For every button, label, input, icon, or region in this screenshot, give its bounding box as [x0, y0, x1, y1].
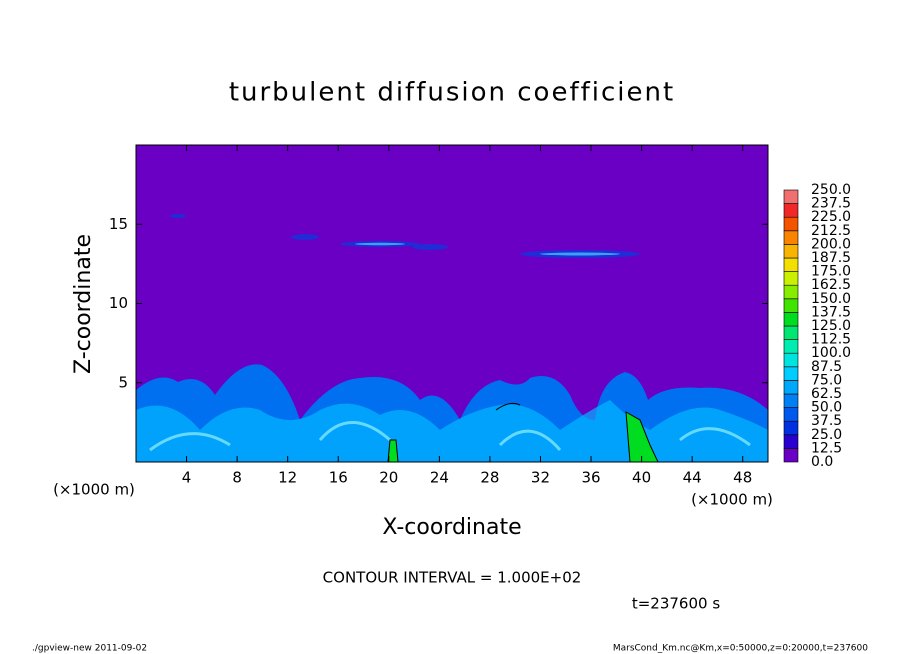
- colorbar-band: [783, 325, 799, 340]
- colorbar-band: [783, 244, 799, 259]
- colorbar-label: 75.0: [811, 372, 842, 388]
- field: [136, 145, 768, 462]
- colorbar-label: 37.5: [811, 413, 842, 429]
- x-tick-label: 32: [531, 469, 550, 487]
- colorbar-label: 237.5: [811, 196, 851, 212]
- colorbar-band: [783, 284, 799, 300]
- colorbar-label: 62.5: [811, 386, 842, 402]
- x-tick-label: 12: [278, 469, 297, 487]
- colorbar-band: [783, 298, 799, 313]
- colorbar-label: 100.0: [811, 345, 851, 361]
- y-tick-label: 10: [109, 294, 128, 312]
- colorbar-band: [783, 407, 799, 422]
- colorbar-label: 250.0: [811, 182, 851, 198]
- footer-left: ./gpview-new 2011-09-02: [32, 644, 147, 654]
- colorbar-label: 175.0: [811, 264, 851, 280]
- chart-title: turbulent diffusion coefficient: [229, 78, 675, 108]
- colorbar-label: 137.5: [811, 304, 851, 320]
- y-axis-label: Z-coordinate: [71, 234, 96, 374]
- contour-interval: CONTOUR INTERVAL = 1.000E+02: [323, 569, 582, 587]
- x-tick-label: 20: [379, 469, 398, 487]
- colorbar-label: 12.5: [811, 440, 842, 456]
- colorbar-label: 0.0: [811, 454, 833, 470]
- colorbar-label: 50.0: [811, 400, 842, 416]
- colorbar-label: 200.0: [811, 236, 851, 252]
- colorbar-label: 150.0: [811, 291, 851, 307]
- x-tick-label: 4: [182, 469, 192, 487]
- colorbar-band: [783, 203, 799, 218]
- x-tick-label: 24: [430, 469, 449, 487]
- colorbar-band: [783, 393, 799, 408]
- x-tick-label: 8: [232, 469, 242, 487]
- colorbar-label: 25.0: [811, 427, 842, 443]
- time-label: t=237600 s: [632, 595, 720, 613]
- colorbar-band: [783, 448, 799, 463]
- x-tick-label: 48: [733, 469, 752, 487]
- y-tick-label: 5: [118, 373, 128, 391]
- colorbar-label: 212.5: [811, 223, 851, 239]
- colorbar-label: 162.5: [811, 277, 851, 293]
- colorbar-band: [783, 380, 799, 395]
- x-tick-label: 16: [329, 469, 348, 487]
- x-unit-label: (×1000 m): [53, 481, 135, 499]
- x-tick-label: 44: [683, 469, 702, 487]
- colorbar-label: 187.5: [811, 250, 851, 266]
- colorbar-band: [783, 271, 799, 286]
- colorbar-band: [783, 352, 799, 368]
- x-axis-label: X-coordinate: [382, 515, 521, 540]
- x-unit-label: (×1000 m): [691, 491, 773, 509]
- colorbar-label: 125.0: [811, 318, 851, 334]
- x-tick-label: 28: [480, 469, 499, 487]
- colorbar-band: [783, 434, 799, 449]
- x-tick-label: 36: [581, 469, 600, 487]
- colorbar-band: [783, 216, 799, 232]
- colorbar-band: [783, 366, 799, 381]
- colorbar-band: [783, 189, 799, 204]
- footer-right: MarsCond_Km.nc@Km,x=0:50000,z=0:20000,t=…: [613, 644, 868, 654]
- colorbar-label: 87.5: [811, 359, 842, 375]
- colorbar-band: [783, 312, 799, 327]
- colorbar-label: 225.0: [811, 209, 851, 225]
- colorbar-band: [783, 257, 799, 272]
- x-tick-label: 40: [632, 469, 651, 487]
- colorbar-band: [783, 339, 799, 354]
- colorbar-label: 112.5: [811, 332, 851, 348]
- colorbar-band: [783, 230, 799, 245]
- y-tick-label: 15: [109, 215, 128, 233]
- colorbar-band: [783, 420, 799, 436]
